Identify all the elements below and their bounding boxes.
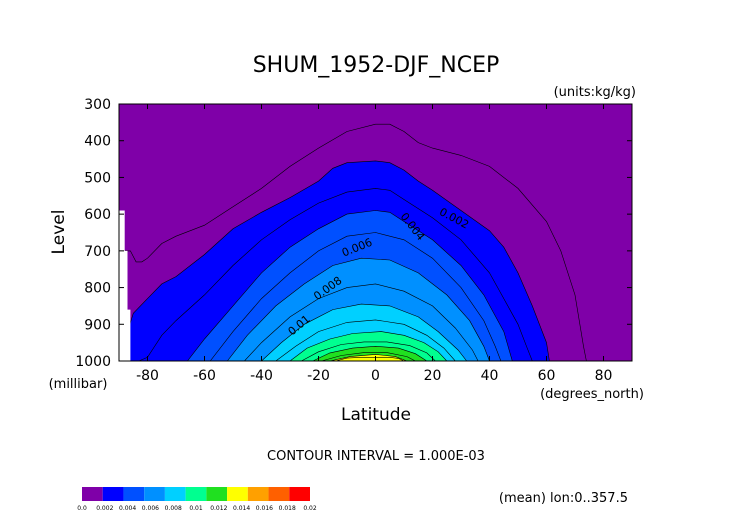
- contour-line-12: [321, 352, 416, 361]
- y-axis: 300 400 500 600 700 800 900 1000: [75, 97, 632, 370]
- x-tick-label: 20: [424, 368, 442, 384]
- y-tick-label: 800: [84, 281, 111, 297]
- contour-line-6: [244, 283, 479, 361]
- missing-data-regions: [119, 210, 131, 361]
- contour-line-5: [227, 257, 490, 361]
- color-bar-label-9: 0.018: [279, 505, 296, 512]
- y-axis-label: Level: [49, 210, 69, 255]
- chart-title: SHUM_1952-DJF_NCEP: [253, 53, 500, 78]
- x-tick-label: 80: [595, 368, 613, 384]
- y-tick-label: 500: [84, 170, 111, 186]
- x-tick-label: -40: [250, 368, 273, 384]
- units-label: (units:kg/kg): [554, 85, 636, 100]
- color-bar-label-5: 0.01: [189, 505, 203, 512]
- color-swatch-5: [185, 487, 207, 501]
- x-tick-label: 60: [538, 368, 556, 384]
- contour-line-9: [289, 331, 448, 361]
- color-bar: 0.0 0.002 0.004 0.006 0.008 0.01 0.012 0.014 0.0…: [77, 487, 317, 512]
- color-bar-label-0: 0.0: [77, 505, 87, 512]
- contour-line-0: [124, 123, 587, 361]
- color-bar-label-7: 0.014: [233, 505, 250, 512]
- color-bar-label-1: 0.002: [96, 505, 113, 512]
- color-bar-label-3: 0.006: [142, 505, 159, 512]
- x-axis-label: Latitude: [341, 405, 411, 425]
- x-unit-label: (degrees_north): [540, 387, 644, 402]
- color-swatch-7: [227, 487, 248, 501]
- x-tick-label: -20: [307, 368, 330, 384]
- color-bar-label-8: 0.016: [256, 505, 273, 512]
- color-swatch-2: [123, 487, 145, 501]
- contour-line-7: [261, 303, 467, 361]
- missing-region-0: [119, 210, 131, 361]
- color-swatch-8: [247, 487, 269, 501]
- y-tick-label: 300: [84, 97, 111, 113]
- fill-band-14: [335, 357, 404, 361]
- y-tick-label: 400: [84, 134, 111, 150]
- contour-line-3: [187, 210, 513, 361]
- y-tick-label: 700: [84, 244, 111, 260]
- x-tick-label: 40: [481, 368, 499, 384]
- contour-line-10: [301, 341, 436, 361]
- color-swatch-9: [268, 487, 290, 501]
- contour-interval-text: CONTOUR INTERVAL = 1.000E-03: [267, 449, 485, 464]
- x-tick-label: -80: [136, 368, 159, 384]
- x-tick-label: -60: [193, 368, 216, 384]
- color-bar-label-10: 0.02: [303, 505, 317, 512]
- color-swatch-10: [289, 487, 310, 501]
- contour-line-2: [138, 188, 533, 361]
- contour-lines: [124, 123, 587, 361]
- y-tick-label: 600: [84, 207, 111, 223]
- footnote-text: (mean) lon:0..357.5: [499, 491, 628, 506]
- color-bar-label-6: 0.012: [210, 505, 227, 512]
- color-swatch-1: [102, 487, 124, 501]
- x-axis: -80 -60 -40 -20 0 20 40 60 80: [136, 104, 612, 384]
- color-swatch-6: [206, 487, 228, 501]
- contour-line-8: [275, 319, 456, 361]
- color-swatch-3: [144, 487, 165, 501]
- contour-line-1: [124, 160, 550, 361]
- contour-line-13: [329, 354, 408, 361]
- color-bar-label-2: 0.004: [119, 505, 136, 512]
- y-tick-label: 1000: [75, 354, 111, 370]
- contour-line-11: [312, 345, 427, 361]
- color-swatch-0: [82, 487, 103, 501]
- color-bar-label-4: 0.008: [165, 505, 182, 512]
- x-tick-label: 0: [371, 368, 380, 384]
- color-swatch-4: [164, 487, 186, 501]
- y-tick-label: 900: [84, 317, 111, 333]
- y-unit-label: (millibar): [49, 377, 108, 392]
- contour-line-4: [209, 232, 502, 361]
